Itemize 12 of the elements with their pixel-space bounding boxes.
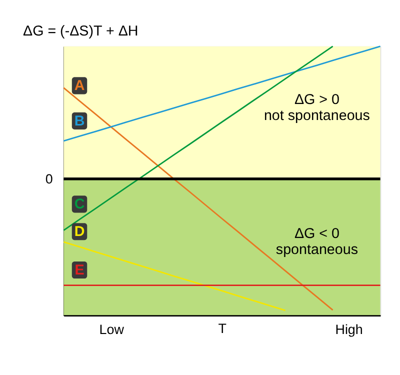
ref-line-label: 0 — [45, 171, 53, 186]
series-label: D — [74, 224, 85, 240]
x-tick-label: Low — [99, 322, 124, 337]
series-label: A — [74, 78, 85, 94]
series-label: E — [74, 262, 84, 279]
series-label: C — [74, 196, 85, 213]
x-tick-label: High — [335, 322, 363, 337]
chart-title: ΔG = (-ΔS)T + ΔH — [23, 24, 138, 40]
series-label: B — [74, 113, 85, 130]
x-axis-title: T — [218, 320, 227, 336]
band-label: ΔG < 0 spontaneous — [276, 226, 358, 258]
band-label: ΔG > 0 not spontaneous — [264, 92, 370, 124]
